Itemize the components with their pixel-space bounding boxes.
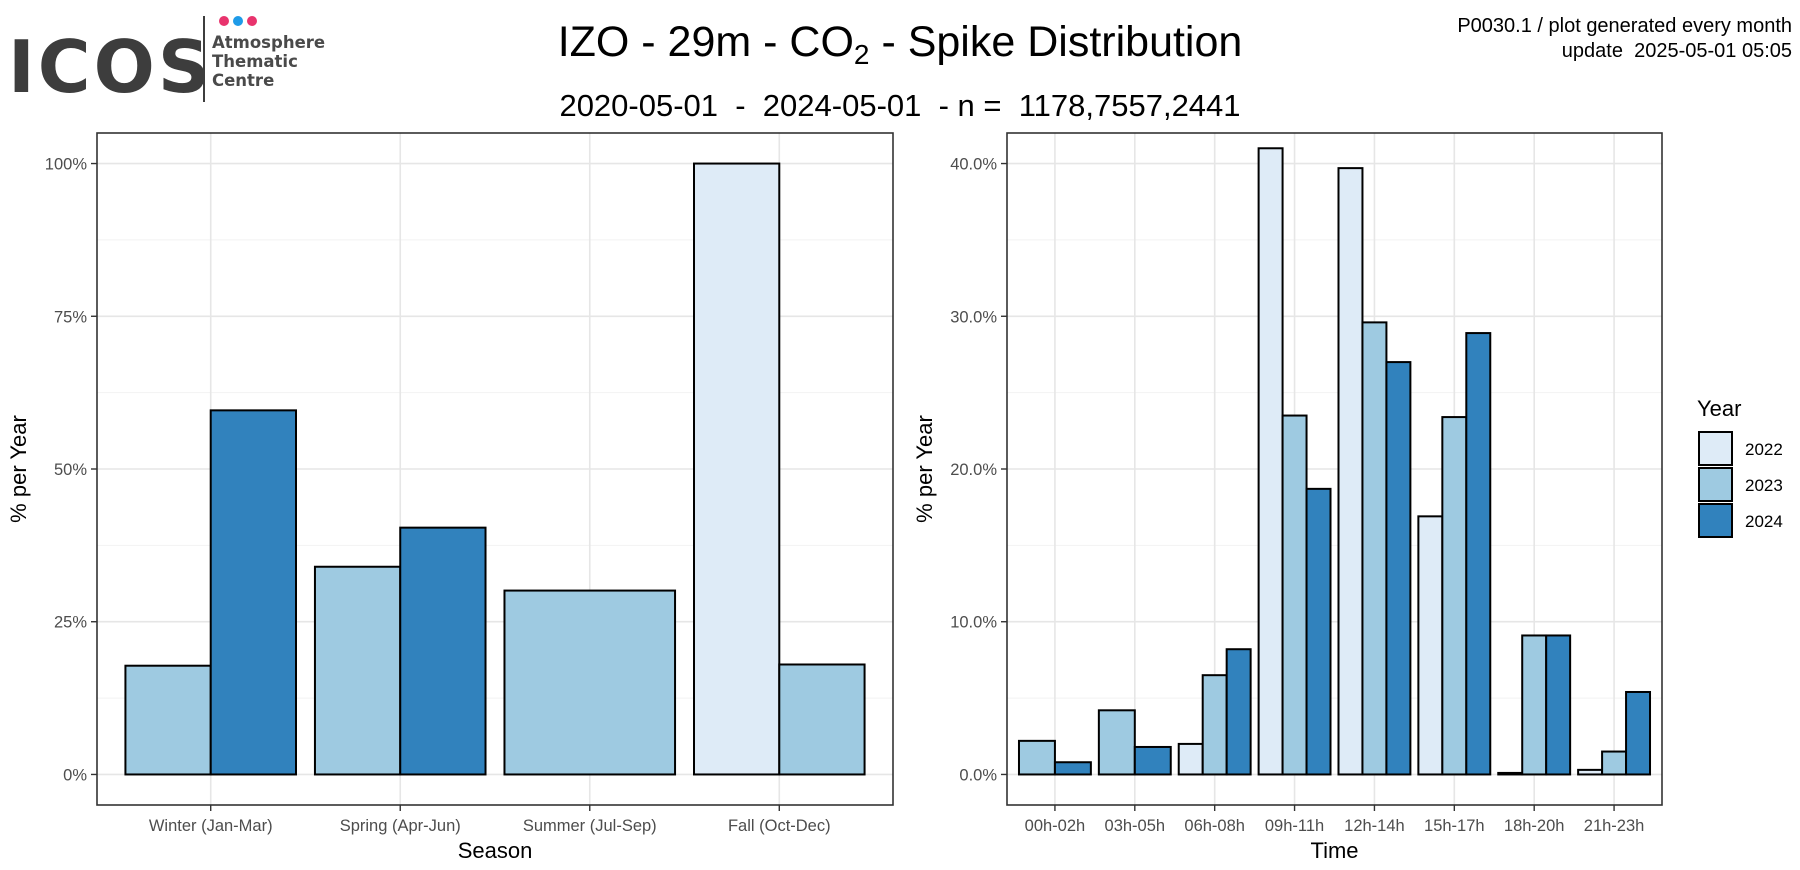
- bar-2023-00h-02h: [1017, 739, 1056, 776]
- plot-meta-line2: update 2025-05-01 05:05: [1561, 40, 1792, 62]
- y-tick-label: 25%: [54, 614, 87, 632]
- logo-line-centre: Centre: [212, 71, 274, 90]
- bar-2024-spring-apr-jun-: [399, 526, 487, 776]
- bar-2022-fall-oct-dec-: [693, 162, 781, 776]
- x-axis-title: Time: [1310, 838, 1358, 863]
- bar-2023-fall-oct-dec-: [778, 663, 866, 776]
- bar-2024-03h-05h: [1133, 745, 1172, 776]
- bar-2022-15h-17h: [1417, 515, 1444, 776]
- title-suffix: - Spike Distribution: [869, 18, 1243, 66]
- bar-2024-21h-23h: [1625, 690, 1652, 776]
- bar-2024-winter-jan-mar-: [209, 409, 297, 776]
- bar-2024-00h-02h: [1053, 761, 1092, 776]
- y-tick-label: 100%: [45, 156, 88, 174]
- page-title: IZO - 29m - CO2 - Spike Distribution: [0, 18, 1800, 71]
- logo-dot-icon: [247, 16, 257, 26]
- bar-2023-18h-20h: [1521, 634, 1548, 776]
- y-tick-label: 50%: [54, 461, 87, 479]
- bar-2023-summer-jul-sep-: [503, 589, 677, 776]
- logo-line-thematic: Thematic: [212, 52, 298, 71]
- bar-2023-06h-08h: [1201, 674, 1228, 776]
- x-tick-label: 18h-20h: [1504, 817, 1565, 835]
- bar-2022-12h-14h: [1337, 167, 1364, 776]
- legend-key-2024: [1698, 503, 1733, 538]
- legend-label-2022: 2022: [1745, 440, 1783, 459]
- y-tick-label: 75%: [54, 308, 87, 326]
- season-chart: 0% 25% 50% 75% 100% Winter (Jan-Mar) Spring (A…: [6, 132, 894, 863]
- logo-brand-text: ICOS: [8, 25, 213, 104]
- legend-label-2023: 2023: [1745, 476, 1783, 495]
- bar-2024-06h-08h: [1225, 648, 1252, 776]
- legend-label-2024: 2024: [1745, 512, 1783, 531]
- x-tick-label: 12h-14h: [1344, 817, 1405, 835]
- bar-2024-09h-11h: [1305, 487, 1332, 776]
- x-tick-label: 03h-05h: [1105, 817, 1166, 835]
- y-axis-title: % per Year: [912, 415, 937, 523]
- x-tick-label: Summer (Jul-Sep): [523, 817, 657, 835]
- x-tick-label: Spring (Apr-Jun): [340, 817, 461, 835]
- title-subscript: 2: [853, 39, 870, 70]
- y-tick-label: 30.0%: [950, 308, 997, 326]
- logo-line-atmosphere: Atmosphere: [212, 33, 325, 52]
- plot-meta-line1: P0030.1 / plot generated every month: [1457, 15, 1792, 37]
- y-tick-label: 0%: [63, 766, 87, 784]
- x-tick-label: 00h-02h: [1025, 817, 1086, 835]
- bar-2023-21h-23h: [1601, 750, 1628, 776]
- legend-title: Year: [1697, 396, 1741, 421]
- legend-key-2022: [1698, 431, 1733, 466]
- x-tick-label: 09h-11h: [1265, 817, 1324, 835]
- x-tick-label: Winter (Jan-Mar): [149, 817, 273, 835]
- bar-2022-18h-20h: [1497, 771, 1524, 776]
- icos-logo: ICOS Atmosphere Thematic Centre: [8, 16, 325, 104]
- logo-dot-icon: [219, 16, 229, 26]
- x-tick-label: 21h-23h: [1584, 817, 1645, 835]
- plot-meta: P0030.1 / plot generated every month upd…: [1457, 14, 1792, 64]
- time-chart: 0.0% 10.0% 20.0% 30.0% 40.0% 00h-02h 03h-05h 06…: [912, 132, 1663, 863]
- x-tick-label: 06h-08h: [1184, 817, 1245, 835]
- page-subtitle: 2020-05-01 - 2024-05-01 - n = 1178,7557,…: [559, 88, 1241, 123]
- y-tick-label: 10.0%: [950, 614, 997, 632]
- title-prefix: IZO - 29m - CO: [557, 18, 854, 66]
- x-axis-title: Season: [458, 838, 533, 863]
- x-tick-label: Fall (Oct-Dec): [728, 817, 831, 835]
- bar-2024-18h-20h: [1545, 634, 1572, 776]
- bar-2023-spring-apr-jun-: [313, 565, 402, 776]
- bar-2023-15h-17h: [1441, 416, 1468, 776]
- legend-key-2023: [1698, 467, 1733, 502]
- logo-dot-icon: [233, 16, 243, 26]
- bar-2023-winter-jan-mar-: [124, 664, 212, 776]
- y-tick-label: 0.0%: [959, 766, 997, 784]
- bar-2024-15h-17h: [1465, 332, 1492, 776]
- y-axis-title: % per Year: [6, 415, 31, 523]
- bar-2023-03h-05h: [1097, 709, 1136, 776]
- bar-2023-09h-11h: [1281, 414, 1308, 776]
- bar-2022-21h-23h: [1577, 768, 1604, 776]
- bar-2023-12h-14h: [1361, 321, 1388, 776]
- y-tick-label: 20.0%: [950, 461, 997, 479]
- bar-2022-06h-08h: [1177, 742, 1204, 776]
- y-tick-label: 40.0%: [950, 156, 997, 174]
- bar-2024-12h-14h: [1385, 361, 1412, 776]
- x-tick-label: 15h-17h: [1424, 817, 1485, 835]
- bar-2022-09h-11h: [1257, 147, 1284, 776]
